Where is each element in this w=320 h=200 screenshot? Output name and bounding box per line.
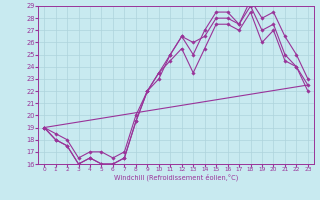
X-axis label: Windchill (Refroidissement éolien,°C): Windchill (Refroidissement éolien,°C) (114, 174, 238, 181)
